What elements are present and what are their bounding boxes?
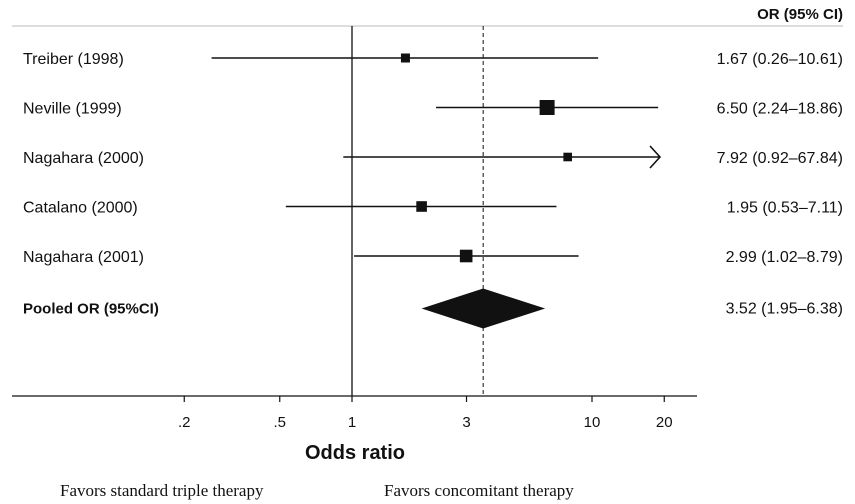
point-estimate-square	[459, 249, 473, 263]
ci-value: 1.67 (0.26–10.61)	[717, 51, 843, 68]
study-label: Neville (1999)	[23, 101, 122, 118]
study-label: Nagahara (2001)	[23, 249, 144, 266]
favors-left-label: Favors standard triple therapy	[60, 481, 264, 500]
point-estimate-square	[400, 53, 410, 63]
x-tick-label: 20	[656, 414, 673, 431]
x-axis: .2 .5 1 3 10 20	[12, 395, 697, 431]
study-row: Nagahara (2001) 2.99 (1.02–8.79)	[23, 249, 843, 266]
x-tick-label: 1	[348, 414, 356, 431]
point-estimate-square	[563, 152, 572, 162]
study-label: Nagahara (2000)	[23, 150, 144, 167]
x-tick-label: .5	[273, 414, 286, 431]
ci-truncation-arrow	[649, 145, 662, 169]
study-row: Catalano (2000) 1.95 (0.53–7.11)	[23, 200, 843, 217]
x-axis-title: Odds ratio	[305, 442, 405, 464]
pooled-diamond	[421, 288, 546, 329]
study-row: Neville (1999) 6.50 (2.24–18.86)	[23, 100, 843, 118]
study-row: Treiber (1998) 1.67 (0.26–10.61)	[23, 51, 843, 68]
x-tick-label: .2	[178, 414, 191, 431]
ci-value: 6.50 (2.24–18.86)	[717, 101, 843, 118]
point-estimate-square	[416, 201, 427, 212]
or-column-header: OR (95% CI)	[757, 6, 843, 23]
pooled-label: Pooled OR (95%CI)	[23, 301, 159, 318]
study-label: Treiber (1998)	[23, 51, 124, 68]
point-estimate-square	[539, 100, 555, 115]
ci-value: 1.95 (0.53–7.11)	[727, 200, 843, 217]
pooled-row: Pooled OR (95%CI) 3.52 (1.95–6.38)	[23, 288, 843, 329]
x-tick-label: 3	[462, 414, 470, 431]
study-label: Catalano (2000)	[23, 200, 138, 217]
ci-value: 7.92 (0.92–67.84)	[717, 150, 843, 167]
x-tick-label: 10	[584, 414, 601, 431]
study-row: Nagahara (2000) 7.92 (0.92–67.84)	[23, 145, 843, 169]
ci-value: 2.99 (1.02–8.79)	[726, 249, 843, 266]
pooled-ci-value: 3.52 (1.95–6.38)	[726, 301, 843, 318]
study-rows: Treiber (1998) 1.67 (0.26–10.61) Neville (…	[23, 51, 843, 266]
favors-right-label: Favors concomitant therapy	[384, 481, 574, 500]
